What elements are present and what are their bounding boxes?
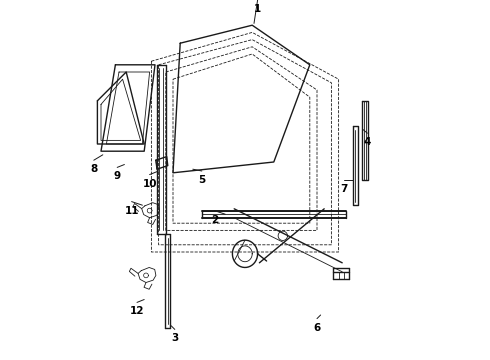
Text: 4: 4	[364, 137, 371, 147]
Text: 9: 9	[114, 171, 121, 181]
Text: 7: 7	[341, 184, 348, 194]
Text: 5: 5	[198, 175, 205, 185]
Text: 2: 2	[211, 215, 218, 225]
Text: 6: 6	[314, 323, 320, 333]
Text: 11: 11	[124, 206, 139, 216]
Text: 3: 3	[171, 333, 178, 343]
Text: 1: 1	[254, 4, 261, 14]
Text: 12: 12	[130, 306, 144, 316]
Text: 8: 8	[90, 164, 98, 174]
Text: 10: 10	[143, 179, 157, 189]
